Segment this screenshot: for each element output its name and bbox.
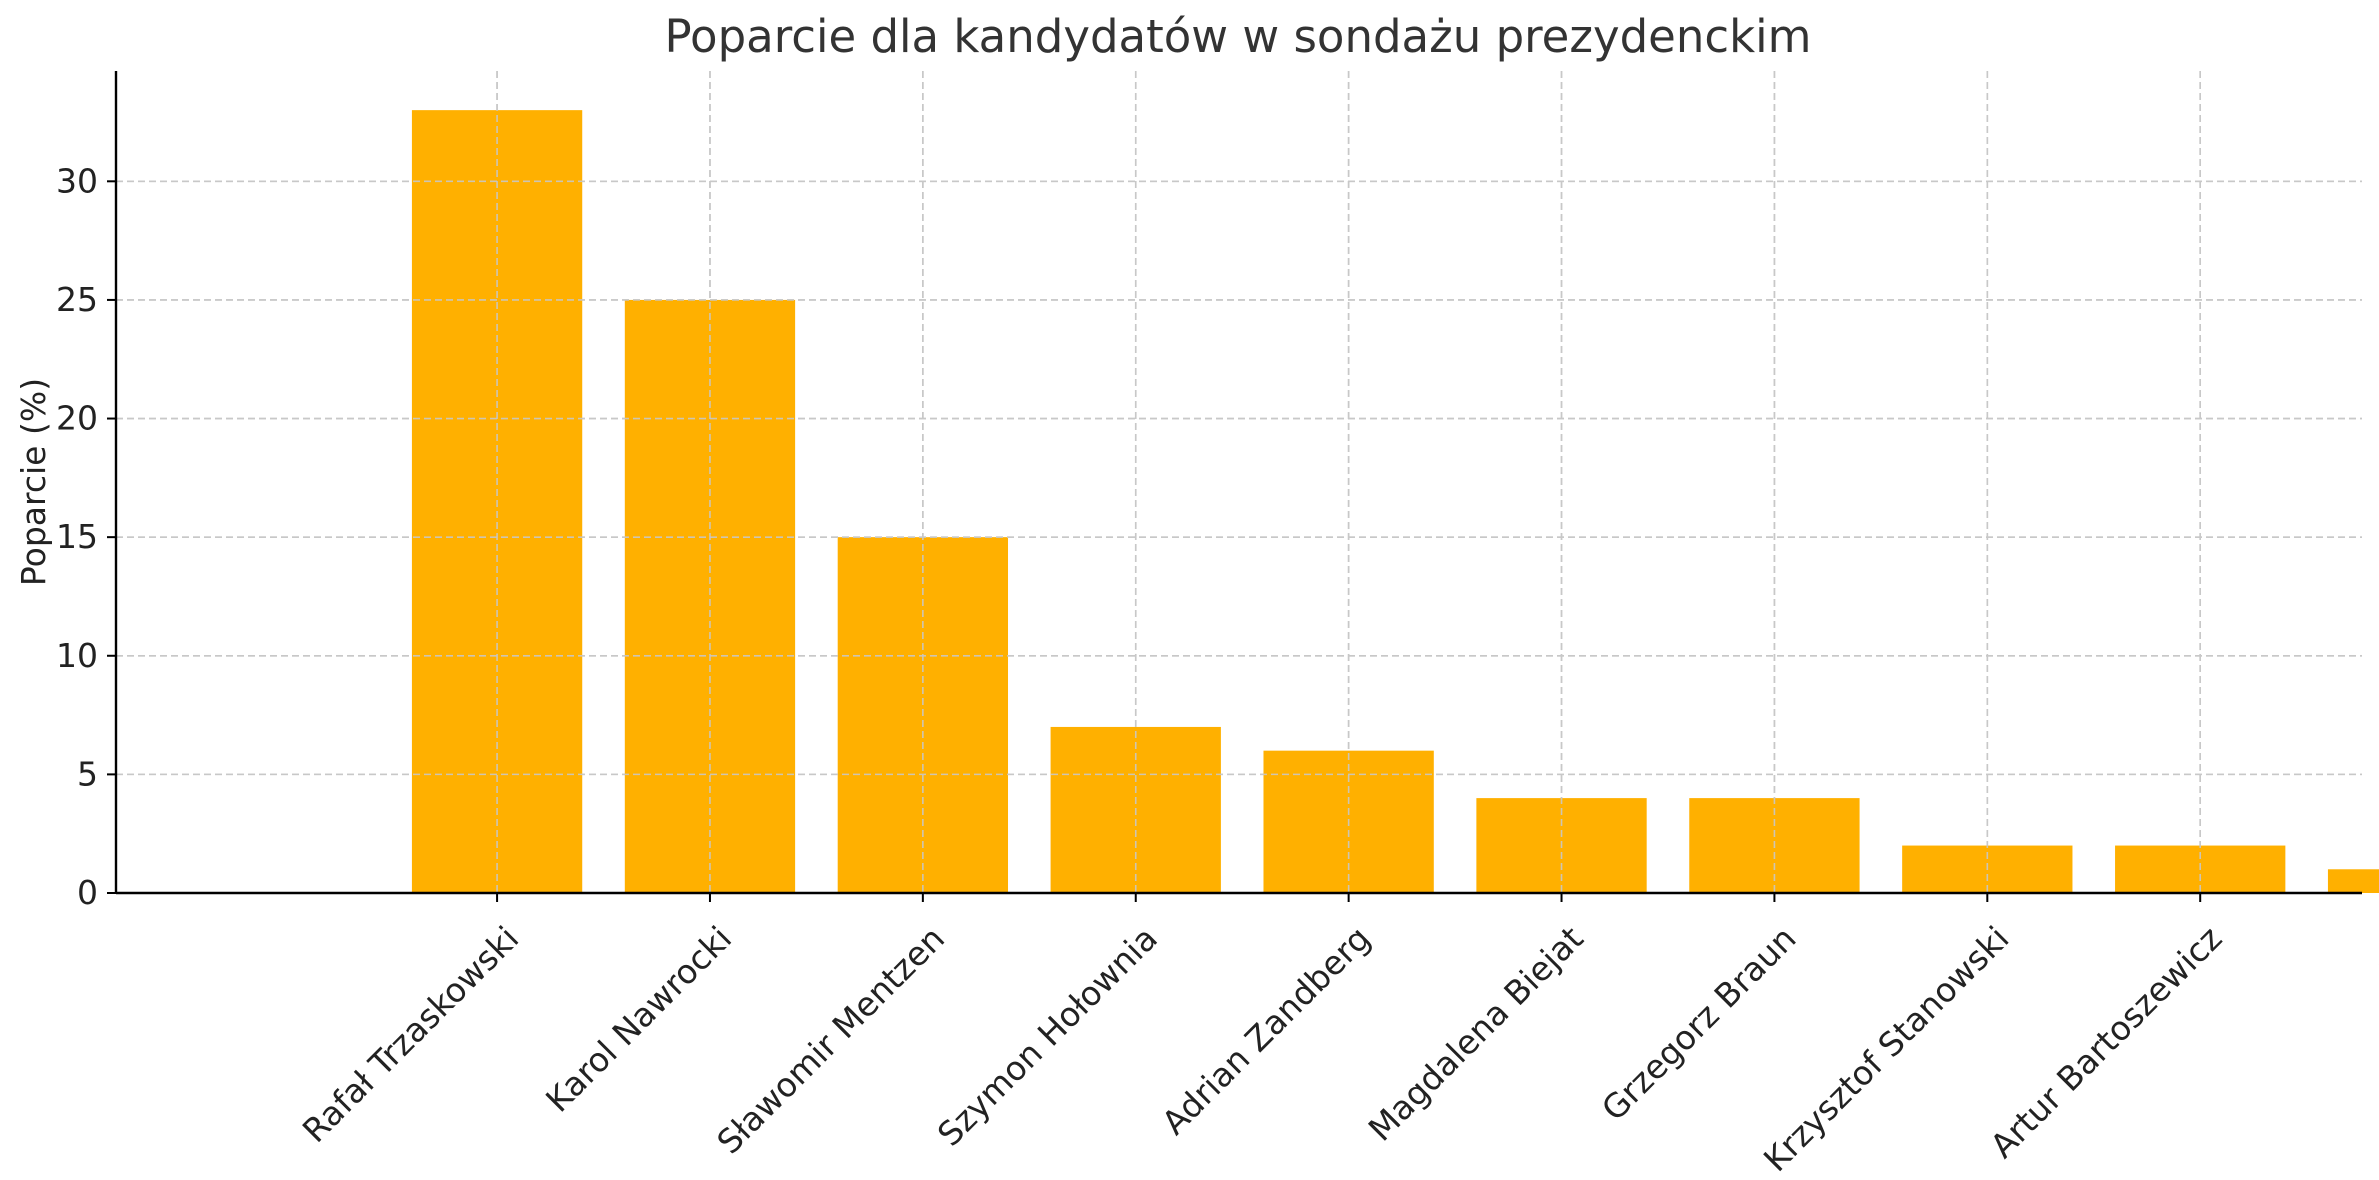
y-tick-label: 15 — [56, 517, 98, 556]
x-tick-label: Adrian Zandberg — [1154, 919, 1378, 1143]
y-tick-label: 10 — [56, 636, 98, 675]
y-tick-label: 20 — [56, 399, 98, 438]
y-tick-label: 5 — [77, 754, 98, 793]
x-tick-label: Sławomir Mentzen — [709, 919, 952, 1162]
chart-title: Poparcie dla kandydatów w sondażu prezyd… — [665, 10, 1812, 63]
axes — [107, 71, 2362, 902]
y-axis-label: Poparcie (%) — [14, 378, 53, 586]
x-tick-label: Grzegorz Braun — [1594, 919, 1804, 1129]
tick-labels: 0 5 10 15 20 25 30 Rafał Trzaskowski Karol Nawro… — [56, 161, 2379, 1179]
y-tick-label: 0 — [77, 873, 98, 912]
x-tick-label: Magdalena Biejat — [1361, 919, 1591, 1149]
x-tick-label: Inni — [2372, 919, 2379, 990]
x-tick-label: Karol Nawrocki — [538, 919, 739, 1120]
bar — [624, 299, 796, 894]
x-tick-label: Artur Bartoszewicz — [1983, 919, 2230, 1166]
bars — [116, 71, 2379, 894]
bar — [2327, 869, 2379, 893]
x-tick-label: Rafał Trzaskowski — [295, 919, 526, 1150]
x-tick-label: Krzysztof Stanowski — [1756, 919, 2017, 1180]
y-tick-label: 25 — [56, 280, 98, 319]
x-tick-label: Szymon Hołownia — [930, 919, 1165, 1154]
y-tick-label: 30 — [56, 161, 98, 200]
